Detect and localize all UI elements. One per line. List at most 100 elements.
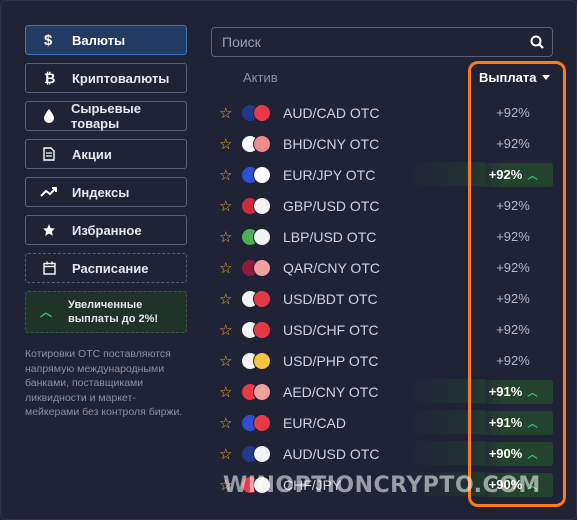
column-header-asset[interactable]: Актив [243, 70, 278, 85]
asset-row[interactable]: ☆ QAR/CNY OTC +92% [215, 252, 557, 283]
category-label: Индексы [72, 184, 130, 200]
asset-row[interactable]: ☆ AUD/CAD OTC +92% [215, 97, 557, 128]
column-header-payout[interactable]: Выплата [479, 70, 551, 85]
payout-text: +92% [496, 353, 530, 368]
favorite-star-icon[interactable]: ☆ [219, 166, 233, 184]
asset-row[interactable]: ☆ AUD/USD OTC +90% ︿ [215, 438, 557, 469]
payout-value: +92% ︿ [473, 162, 553, 187]
favorite-star-icon[interactable]: ☆ [219, 290, 233, 308]
category-crypto[interactable]: ₿ Криптовалюты [25, 63, 187, 93]
asset-name: USD/CHF OTC [283, 321, 379, 338]
flag-icon [253, 475, 271, 494]
payout-value: +92% [473, 101, 553, 125]
payout-value: +92% [473, 225, 553, 249]
favorite-star-icon[interactable]: ☆ [219, 383, 233, 401]
payout-value: +90% ︿ [473, 472, 553, 497]
asset-row[interactable]: ☆ GBP/USD OTC +92% [215, 190, 557, 221]
favorite-star-icon[interactable]: ☆ [219, 321, 233, 339]
flag-icon [253, 289, 271, 308]
payout-text: +92% [496, 198, 530, 213]
favorite-star-icon[interactable]: ☆ [219, 352, 233, 370]
payout-text: +92% [496, 229, 530, 244]
favorite-star-icon[interactable]: ☆ [219, 445, 233, 463]
currency-flags-icon [241, 258, 275, 277]
favorite-star-icon[interactable]: ☆ [219, 104, 233, 122]
category-commodities[interactable]: Сырьевые товары [25, 101, 187, 131]
asset-name: AED/CNY OTC [283, 383, 379, 400]
category-label: Расписание [72, 260, 149, 276]
payout-value: +92% [473, 256, 553, 280]
payout-value: +92% [473, 194, 553, 218]
asset-row[interactable]: ☆ EUR/JPY OTC +92% ︿ [215, 159, 557, 190]
payout-value: +92% [473, 318, 553, 342]
asset-name: AUD/USD OTC [283, 445, 380, 462]
category-indices[interactable]: Индексы [25, 177, 187, 207]
category-label: Избранное [72, 222, 142, 238]
currency-flags-icon [241, 103, 275, 122]
asset-name: EUR/CAD [283, 414, 347, 431]
category-label: Сырьевые товары [71, 101, 141, 131]
category-schedule[interactable]: Расписание [25, 253, 187, 283]
bitcoin-icon: ₿ [40, 70, 58, 86]
payout-text: +92% [496, 291, 530, 306]
search-box[interactable] [211, 27, 553, 57]
flag-icon [253, 103, 271, 122]
currency-flags-icon [241, 134, 275, 153]
increased-payout-promo[interactable]: ︿ Увеличенные выплаты до 2%! [25, 291, 187, 333]
asset-name: GBP/USD OTC [283, 197, 380, 214]
asset-row[interactable]: ☆ AED/CNY OTC +91% ︿ [215, 376, 557, 407]
flag-icon [253, 165, 271, 184]
asset-row[interactable]: ☆ EUR/CAD +91% ︿ [215, 407, 557, 438]
category-label: Акции [72, 146, 112, 162]
chevron-up-icon: ︿ [527, 388, 538, 399]
asset-row[interactable]: ☆ BHD/CNY OTC +92% [215, 128, 557, 159]
calendar-icon [40, 261, 58, 275]
svg-text:₿: ₿ [44, 71, 55, 86]
favorite-star-icon[interactable]: ☆ [219, 259, 233, 277]
category-stocks[interactable]: Акции [25, 139, 187, 169]
chevron-up-icon: ︿ [527, 450, 538, 461]
favorite-star-icon[interactable]: ☆ [219, 135, 233, 153]
payout-text: +92% [488, 167, 523, 182]
flag-icon [253, 134, 271, 153]
favorite-star-icon[interactable]: ☆ [219, 197, 233, 215]
flag-icon [253, 320, 271, 339]
category-currencies[interactable]: $ Валюты [25, 25, 187, 55]
payout-value: +91% ︿ [473, 379, 553, 404]
flag-icon [253, 351, 271, 370]
currency-flags-icon [241, 165, 275, 184]
currency-flags-icon [241, 413, 275, 432]
favorite-star-icon[interactable]: ☆ [219, 228, 233, 246]
search-input[interactable] [222, 34, 522, 50]
chevron-up-icon: ︿ [527, 481, 538, 492]
asset-row[interactable]: ☆ CHF/JPY +90% ︿ [215, 469, 557, 500]
flag-icon [253, 227, 271, 246]
asset-row[interactable]: ☆ USD/CHF OTC +92% [215, 314, 557, 345]
asset-row[interactable]: ☆ LBP/USD OTC +92% [215, 221, 557, 252]
payout-value: +91% ︿ [473, 410, 553, 435]
asset-row[interactable]: ☆ USD/PHP OTC +92% [215, 345, 557, 376]
currency-flags-icon [241, 196, 275, 215]
favorite-star-icon[interactable]: ☆ [219, 476, 233, 494]
asset-name: BHD/CNY OTC [283, 135, 380, 152]
payout-text: +92% [496, 260, 530, 275]
asset-row[interactable]: ☆ USD/BDT OTC +92% [215, 283, 557, 314]
payout-text: +91% [488, 415, 523, 430]
asset-name: QAR/CNY OTC [283, 259, 380, 276]
asset-name: LBP/USD OTC [283, 228, 377, 245]
category-sidebar: $ Валюты ₿ Криптовалюты Сырьевые товары … [25, 25, 187, 420]
flag-icon [253, 196, 271, 215]
flag-icon [253, 413, 271, 432]
asset-name: USD/BDT OTC [283, 290, 378, 307]
asset-list: ☆ AUD/CAD OTC +92% ☆ BHD/CNY OTC +92% ☆ EUR/JPY… [215, 97, 557, 500]
search-icon[interactable] [522, 35, 552, 49]
flag-icon [253, 258, 271, 277]
category-favorites[interactable]: Избранное [25, 215, 187, 245]
payout-value: +90% ︿ [473, 441, 553, 466]
payout-text: +92% [496, 105, 530, 120]
currency-flags-icon [241, 227, 275, 246]
currency-flags-icon [241, 320, 275, 339]
favorite-star-icon[interactable]: ☆ [219, 414, 233, 432]
payout-text: +92% [496, 322, 530, 337]
